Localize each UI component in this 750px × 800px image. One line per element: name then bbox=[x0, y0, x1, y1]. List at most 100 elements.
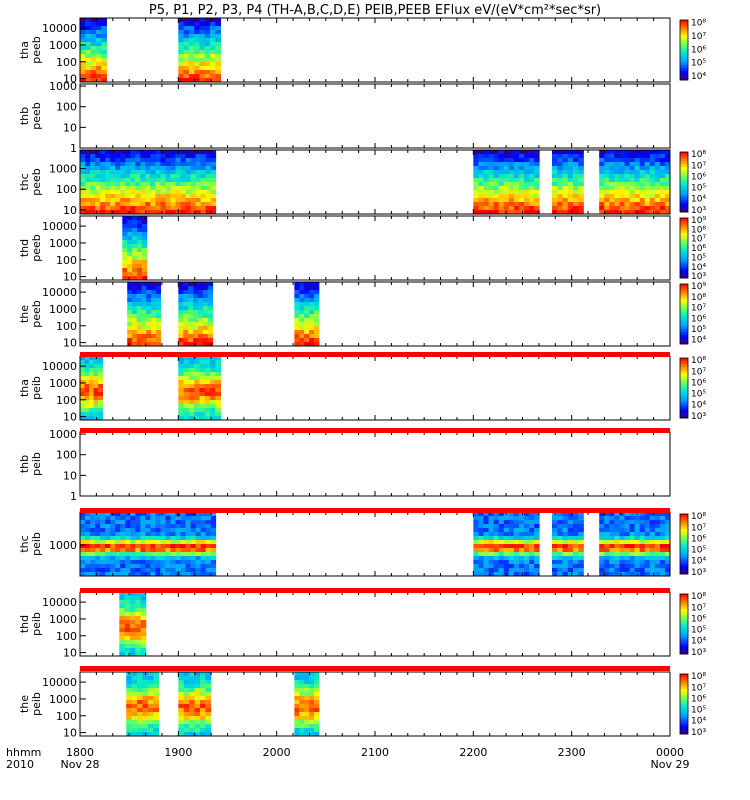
colorbar-swatch bbox=[680, 374, 688, 377]
spectrogram-cell bbox=[659, 532, 666, 537]
spectrogram-cell bbox=[649, 202, 656, 207]
spectrogram-cell bbox=[90, 572, 96, 577]
spectrogram-cell bbox=[180, 524, 186, 529]
spectrogram-cell bbox=[135, 648, 141, 653]
spectrogram-cell bbox=[664, 186, 671, 191]
spectrogram-cell bbox=[130, 154, 136, 159]
colorbar-swatch bbox=[680, 222, 688, 225]
spectrogram-cell bbox=[578, 520, 584, 525]
spectrogram-cell bbox=[304, 688, 310, 693]
spectrogram-cell bbox=[200, 540, 207, 545]
spectrogram-cell bbox=[125, 516, 131, 521]
spectrogram-cell bbox=[185, 524, 191, 529]
spectrogram-cell bbox=[100, 552, 106, 557]
spectrogram-cell bbox=[609, 556, 615, 561]
spectrogram-cell bbox=[85, 524, 91, 529]
spectrogram-cell bbox=[309, 306, 315, 311]
spectrogram-cell bbox=[129, 624, 136, 629]
spectrogram-cell bbox=[150, 154, 156, 159]
spectrogram-cell bbox=[609, 202, 615, 207]
colorbar-swatch bbox=[680, 640, 688, 643]
spectrogram-cell bbox=[178, 306, 184, 311]
spectrogram-cell bbox=[659, 202, 666, 207]
spectrogram-cell bbox=[183, 708, 190, 713]
spectrogram-cell bbox=[155, 202, 161, 207]
spectrogram-cell bbox=[178, 384, 185, 389]
spectrogram-cell bbox=[150, 186, 156, 191]
spectrogram-cell bbox=[473, 198, 479, 203]
spectrogram-cell bbox=[115, 516, 121, 521]
spectrogram-cell bbox=[210, 392, 216, 397]
spectrogram-cell bbox=[140, 548, 146, 553]
spectrogram-cell bbox=[131, 680, 138, 685]
spectrogram-cell bbox=[604, 162, 610, 167]
spectrogram-cell bbox=[513, 206, 520, 211]
colorbar-swatch bbox=[680, 323, 688, 325]
spectrogram-cell bbox=[188, 58, 195, 63]
spectrogram-cell bbox=[127, 318, 133, 323]
spectrogram-cell bbox=[205, 524, 212, 529]
spectrogram-cell bbox=[189, 672, 195, 677]
spectrogram-cell bbox=[130, 206, 136, 211]
colorbar-swatch bbox=[680, 652, 688, 655]
colorbar-swatch bbox=[680, 359, 688, 362]
spectrogram-cell bbox=[137, 264, 143, 269]
spectrogram-cell bbox=[534, 572, 540, 577]
spectrogram-cell bbox=[314, 310, 320, 315]
spectrogram-cell bbox=[649, 532, 656, 537]
spectrogram-cell bbox=[524, 564, 530, 569]
spectrogram-cell bbox=[503, 564, 510, 569]
spectrogram-cell bbox=[488, 532, 495, 537]
spectrogram-cell bbox=[664, 512, 671, 517]
spectrogram-cell bbox=[200, 158, 207, 163]
spectrogram-cell bbox=[85, 166, 91, 171]
spectrogram-cell bbox=[110, 198, 116, 203]
spectrogram-cell bbox=[124, 632, 131, 637]
spectrogram-cells bbox=[127, 282, 320, 347]
spectrogram-cell bbox=[198, 318, 204, 323]
spectrogram-cell bbox=[93, 412, 99, 417]
colorbar-swatch bbox=[680, 242, 688, 244]
spectrogram-cell bbox=[202, 338, 209, 343]
spectrogram-cell bbox=[659, 520, 666, 525]
colorbar-swatch bbox=[680, 59, 688, 61]
x-end-date: Nov 29 bbox=[651, 758, 690, 771]
spectrogram-cell bbox=[95, 532, 101, 537]
spectrogram-cell bbox=[199, 384, 206, 389]
spectrogram-cell bbox=[119, 648, 126, 653]
spectrogram-cell bbox=[80, 74, 86, 79]
spectrogram-cell bbox=[131, 704, 138, 709]
spectrogram-cell bbox=[205, 684, 212, 689]
spectrogram-cell bbox=[314, 696, 320, 701]
spectrogram-cell bbox=[534, 198, 540, 203]
spectrogram-cell bbox=[498, 516, 505, 521]
spectrogram-cell bbox=[634, 556, 641, 561]
spectrogram-cell bbox=[155, 516, 161, 521]
spectrogram-cell bbox=[115, 520, 121, 525]
spectrogram-cell bbox=[659, 206, 666, 211]
spectrogram-cell bbox=[127, 256, 133, 261]
spectrogram-cell bbox=[210, 552, 217, 557]
spectrogram-cell bbox=[644, 512, 651, 517]
spectrogram-cell bbox=[119, 620, 126, 625]
spectrogram-cell bbox=[132, 216, 138, 221]
spectrogram-cell bbox=[534, 194, 540, 199]
colorbar-swatch bbox=[680, 27, 688, 30]
spectrogram-cell bbox=[503, 524, 510, 529]
spectrogram-cell bbox=[599, 564, 605, 569]
spectrogram-cell bbox=[204, 46, 211, 51]
spectrogram-cell bbox=[294, 672, 300, 677]
spectrogram-cell bbox=[503, 532, 510, 537]
spectrogram-cell bbox=[120, 564, 126, 569]
spectrogram-cell bbox=[210, 360, 216, 365]
spectrogram-cell bbox=[140, 186, 146, 191]
spectrogram-cell bbox=[599, 170, 605, 175]
spectrogram-cell bbox=[145, 174, 151, 179]
spectrogram-cell bbox=[165, 150, 171, 155]
spectrogram-cell bbox=[567, 572, 574, 577]
spectrogram-cell bbox=[120, 190, 126, 195]
spectrogram-cell bbox=[567, 528, 574, 533]
spectrogram-cell bbox=[178, 704, 185, 709]
spectrogram-cell bbox=[80, 46, 86, 51]
